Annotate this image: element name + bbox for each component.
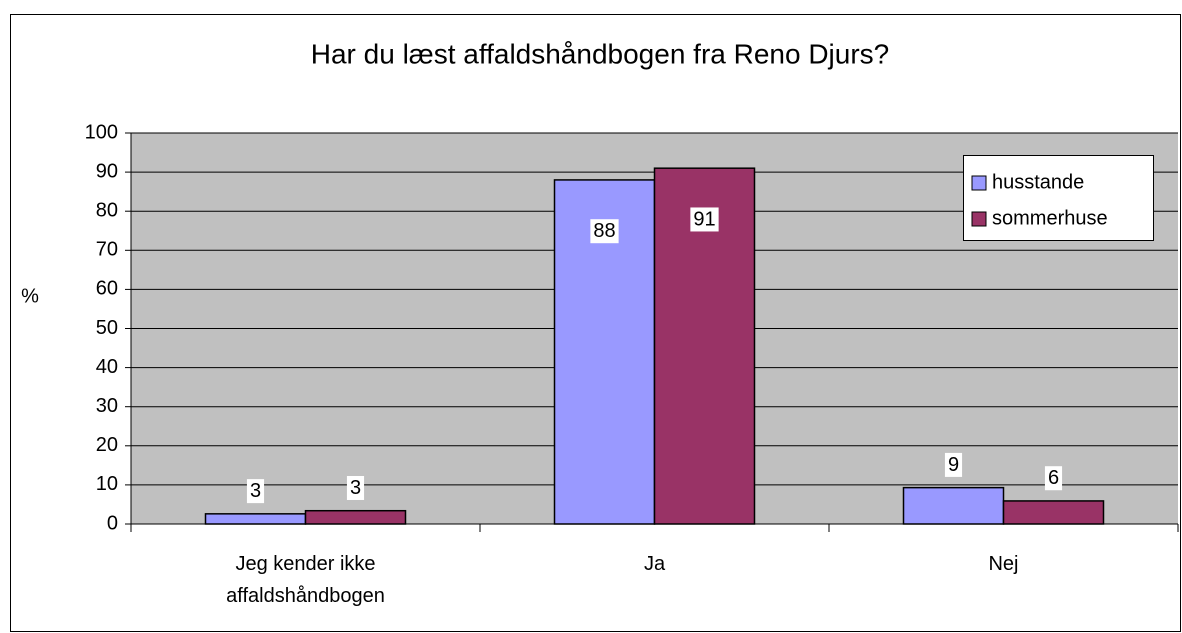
chart-title: Har du læst affaldshåndbogen fra Reno Dj… — [311, 38, 890, 69]
data-label-group: 6 — [1044, 466, 1063, 491]
data-label-group: 3 — [346, 475, 365, 500]
bar — [902, 486, 1005, 525]
x-tick-label-line: affaldshåndbogen — [226, 585, 385, 607]
data-label-bg — [690, 207, 719, 232]
bar — [304, 509, 407, 525]
legend-label: sommerhuse — [992, 207, 1108, 229]
data-label-bg — [346, 475, 365, 500]
data-label: 3 — [250, 480, 261, 502]
y-tick-label: 30 — [96, 395, 118, 417]
y-tick-label: 80 — [96, 199, 118, 221]
data-label-bg — [944, 452, 963, 477]
legend-label: husstande — [992, 171, 1084, 193]
y-tick-label: 20 — [96, 434, 118, 456]
data-label-group: 88 — [590, 219, 619, 244]
y-tick-label: 100 — [85, 121, 118, 143]
data-label: 88 — [593, 220, 615, 242]
x-tick-label-line: Nej — [988, 553, 1018, 575]
y-tick-label: 60 — [96, 278, 118, 300]
x-tick-label: Jeg kender ikke affaldshåndbogen — [226, 553, 385, 607]
data-label-bg — [590, 219, 619, 244]
data-label: 9 — [948, 454, 959, 476]
bar — [653, 167, 756, 525]
y-tick-label: 90 — [96, 160, 118, 182]
y-tick-label: 10 — [96, 473, 118, 495]
data-label-group: 91 — [690, 207, 719, 232]
x-tick-label: Ja — [644, 553, 666, 575]
data-label-group: 3 — [246, 479, 265, 504]
legend-box — [963, 155, 1154, 241]
bar — [1002, 500, 1105, 525]
data-label: 6 — [1048, 467, 1059, 489]
legend: husstande sommerhuse — [963, 155, 1154, 241]
data-label-bg — [1044, 466, 1063, 491]
y-tick-label: 0 — [107, 512, 118, 534]
data-label: 3 — [350, 477, 361, 499]
x-tick-label: Nej — [988, 553, 1018, 575]
y-tick-label: 50 — [96, 317, 118, 339]
data-label-bg — [246, 479, 265, 504]
legend-swatch — [971, 175, 987, 191]
data-label-group: 9 — [944, 452, 963, 477]
y-tick-label: 40 — [96, 356, 118, 378]
legend-swatch — [971, 211, 987, 227]
x-tick-label-line: Ja — [644, 553, 666, 575]
y-axis-label: % — [21, 285, 39, 307]
bar — [204, 513, 307, 525]
y-tick-label: 70 — [96, 239, 118, 261]
data-label: 91 — [693, 208, 715, 230]
x-tick-label-line: Jeg kender ikke — [235, 553, 375, 575]
